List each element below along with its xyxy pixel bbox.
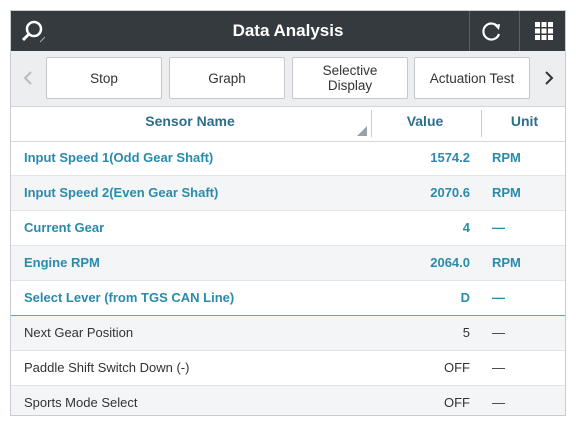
sort-indicator xyxy=(357,126,367,136)
table-row: Paddle Shift Switch Down (-) OFF — xyxy=(11,351,565,386)
sensor-value: D xyxy=(460,290,470,305)
sensor-unit: — xyxy=(492,325,505,340)
grid-icon xyxy=(535,22,553,40)
sensor-name: Engine RPM xyxy=(24,255,100,270)
sensor-name: Next Gear Position xyxy=(24,325,134,340)
search-icon xyxy=(21,20,46,43)
sensor-name: Current Gear xyxy=(24,220,105,235)
table-header: Sensor Name Value Unit xyxy=(11,106,565,142)
sensor-value: 2064.0 xyxy=(430,255,470,270)
stop-button[interactable]: Stop xyxy=(46,57,162,99)
left-arrow xyxy=(23,71,32,85)
sensor-name: Paddle Shift Switch Down (-) xyxy=(24,360,190,375)
right-arrow xyxy=(545,71,554,85)
sensor-value: 5 xyxy=(462,325,470,340)
sensor-name: Input Speed 1(Odd Gear Shaft) xyxy=(24,150,214,165)
sensor-unit: — xyxy=(492,395,505,410)
column-header: Unit xyxy=(510,113,539,129)
sensor-unit: RPM xyxy=(492,185,521,200)
refresh-button[interactable] xyxy=(469,11,514,51)
scroll-left[interactable] xyxy=(15,57,41,99)
sensor-name: Select Lever (from TGS CAN Line) xyxy=(24,290,235,305)
sensor-value: OFF xyxy=(444,395,470,410)
table-row: Next Gear Position 5 — xyxy=(11,316,565,351)
column-header[interactable]: Sensor Name xyxy=(145,113,235,129)
column-divider xyxy=(371,110,372,137)
sensor-name: Sports Mode Select xyxy=(24,395,138,410)
table-row: Engine RPM 2064.0 RPM xyxy=(11,246,565,281)
sensor-name: Input Speed 2(Even Gear Shaft) xyxy=(24,185,219,200)
sensor-unit: — xyxy=(492,220,505,235)
refresh-icon xyxy=(482,22,501,41)
toolbar: Stop Graph Selective Display Actuation T… xyxy=(11,51,565,107)
table-row: Input Speed 1(Odd Gear Shaft) 1574.2 RPM xyxy=(11,141,565,176)
sensor-value: OFF xyxy=(444,360,470,375)
header-title: Data Analysis xyxy=(232,21,344,40)
app-window: Data Analysis Stop Graph Selective Displ… xyxy=(10,10,566,416)
table-row: Select Lever (from TGS CAN Line) D — xyxy=(11,281,565,316)
actuation-test-button[interactable]: Actuation Test xyxy=(414,57,530,99)
table-row: Current Gear 4 — xyxy=(11,211,565,246)
header-bar: Data Analysis xyxy=(11,11,565,51)
sensor-unit: RPM xyxy=(492,255,521,270)
sensor-unit: — xyxy=(492,360,505,375)
table-row: Sports Mode Select OFF — xyxy=(11,386,565,415)
sensor-value: 1574.2 xyxy=(430,150,470,165)
sensor-value: 2070.6 xyxy=(430,185,470,200)
sensor-unit: — xyxy=(492,290,505,305)
scroll-right[interactable] xyxy=(536,57,562,99)
column-header: Value xyxy=(406,113,444,129)
menu-grid-button[interactable] xyxy=(519,11,565,51)
sensor-unit: RPM xyxy=(492,150,521,165)
column-divider xyxy=(481,110,482,137)
selective-display-button[interactable]: Selective Display xyxy=(292,57,408,99)
sensor-value: 4 xyxy=(462,220,470,235)
graph-button[interactable]: Graph xyxy=(169,57,285,99)
search-button[interactable] xyxy=(11,11,55,51)
table-row: Input Speed 2(Even Gear Shaft) 2070.6 RPM xyxy=(11,176,565,211)
